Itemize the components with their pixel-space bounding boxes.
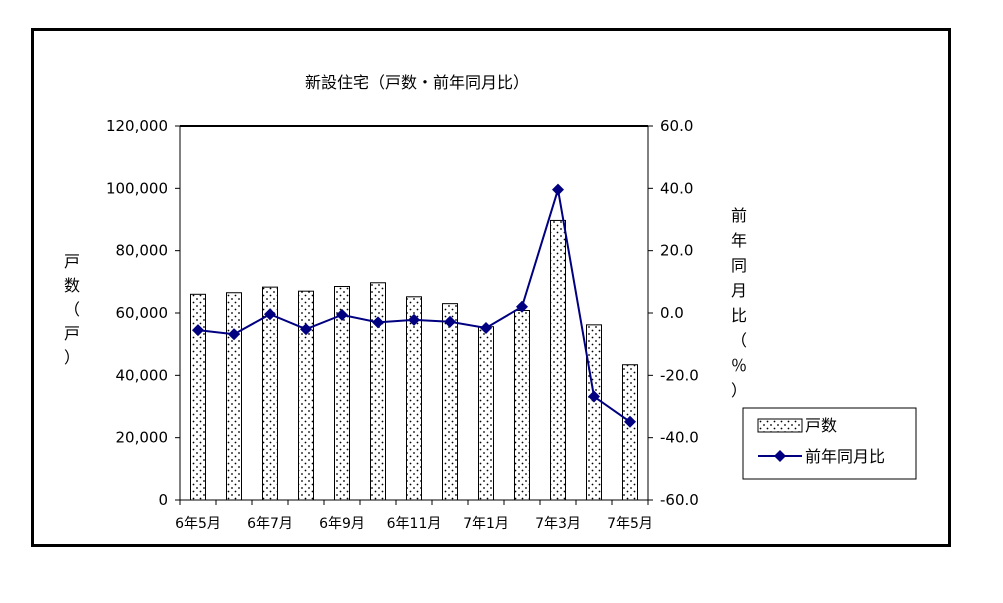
x-axis-ticks: 6年5月 6年7月 6年9月 6年11月 7年1月 7年3月 7年5月	[175, 500, 653, 532]
left-tick-label: 120,000	[106, 117, 168, 135]
line-point	[588, 390, 600, 403]
right-axis-ticks: -60.0 -40.0 -20.0 0.0 20.0 40.0 60.0	[648, 117, 699, 509]
right-tick-label: 60.0	[660, 117, 693, 135]
line-point	[192, 324, 204, 337]
bar	[622, 364, 638, 501]
bar	[478, 326, 494, 501]
line-point	[444, 315, 456, 328]
chart-frame: 新設住宅（戸数・前年同月比） 0 20,000 40,000 60,000 80,000…	[31, 28, 951, 547]
bar	[370, 282, 386, 501]
x-tick-label: 6年11月	[387, 516, 442, 532]
right-tick-label: -40.0	[660, 429, 699, 447]
legend-label-line: 前年同月比	[805, 447, 885, 466]
line-point	[372, 316, 384, 329]
left-axis-label: 戸数（戸）	[64, 252, 80, 367]
left-tick-label: 0	[158, 491, 168, 509]
right-tick-label: 40.0	[660, 179, 693, 197]
line-point	[516, 300, 528, 313]
left-tick-label: 40,000	[116, 366, 169, 384]
line-point	[408, 313, 420, 326]
x-tick-label: 6年9月	[319, 516, 365, 532]
line-point	[552, 183, 564, 196]
bar	[442, 303, 458, 501]
line-point	[336, 308, 348, 321]
left-axis-ticks: 0 20,000 40,000 60,000 80,000 100,000 120,000	[106, 117, 180, 509]
chart-canvas: 新設住宅（戸数・前年同月比） 0 20,000 40,000 60,000 80,000…	[64, 73, 917, 532]
left-tick-label: 80,000	[116, 242, 169, 260]
bar-series	[190, 219, 638, 501]
bar	[406, 296, 422, 501]
right-tick-label: 0.0	[660, 304, 684, 322]
line-point	[480, 321, 492, 334]
legend-bar-swatch	[757, 418, 803, 433]
bar	[514, 310, 530, 501]
chart-title: 新設住宅（戸数・前年同月比）	[305, 73, 529, 92]
line-series	[192, 183, 636, 428]
legend: 戸数 前年同月比	[742, 407, 917, 480]
left-tick-label: 20,000	[116, 429, 169, 447]
bar	[550, 219, 566, 501]
x-tick-label: 7年3月	[535, 516, 581, 532]
right-tick-label: 20.0	[660, 242, 693, 260]
line-point	[228, 328, 240, 341]
legend-diamond-marker	[774, 450, 786, 462]
left-tick-label: 100,000	[106, 179, 168, 197]
legend-label-bars: 戸数	[805, 416, 837, 435]
bar	[226, 292, 242, 501]
bar	[586, 324, 602, 501]
bar	[298, 290, 314, 501]
x-tick-label: 6年7月	[247, 516, 293, 532]
x-tick-label: 7年1月	[463, 516, 509, 532]
axes	[179, 125, 649, 501]
left-tick-label: 60,000	[116, 304, 169, 322]
line-point	[264, 308, 276, 321]
right-axis-label: 前年同月比（％）	[731, 206, 747, 400]
x-tick-label: 6年5月	[175, 516, 221, 532]
line-point	[624, 415, 636, 428]
x-tick-label: 7年5月	[607, 516, 653, 532]
right-tick-label: -20.0	[660, 366, 699, 384]
right-tick-label: -60.0	[660, 491, 699, 509]
line-point	[300, 323, 312, 336]
